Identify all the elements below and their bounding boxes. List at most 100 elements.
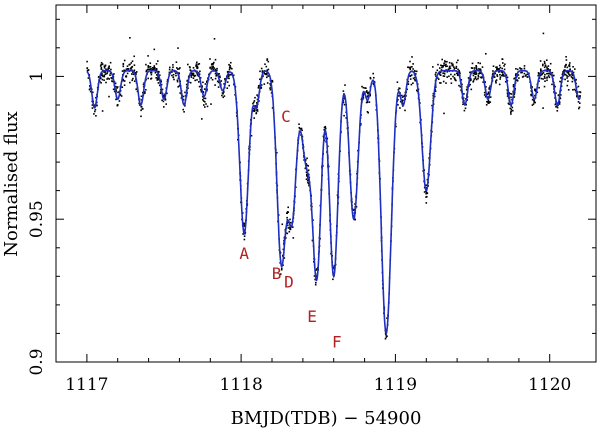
- data-point: [471, 62, 474, 65]
- data-point: [530, 94, 533, 97]
- data-point: [288, 230, 291, 233]
- data-point: [162, 100, 165, 103]
- data-point: [560, 94, 562, 96]
- data-point: [571, 77, 574, 79]
- data-point: [508, 103, 510, 106]
- data-point: [145, 70, 148, 73]
- data-point: [499, 73, 501, 76]
- data-point: [101, 74, 104, 77]
- data-point: [266, 58, 269, 60]
- data-point: [554, 85, 556, 88]
- data-point: [546, 66, 548, 69]
- data-point: [397, 89, 400, 91]
- data-point: [289, 228, 292, 231]
- data-point: [182, 95, 185, 98]
- data-point: [407, 83, 410, 85]
- data-point: [555, 92, 557, 94]
- data-point: [184, 105, 186, 107]
- data-point: [514, 77, 516, 79]
- data-point: [458, 71, 461, 74]
- data-point: [256, 110, 259, 112]
- data-point: [566, 66, 569, 69]
- data-point: [199, 70, 201, 73]
- data-point: [564, 78, 566, 81]
- data-point: [547, 72, 550, 75]
- data-point: [477, 76, 480, 78]
- data-point: [470, 88, 473, 91]
- data-point: [489, 101, 492, 103]
- data-point: [369, 94, 371, 97]
- data-point: [100, 61, 103, 64]
- data-point: [123, 80, 126, 82]
- data-point: [465, 89, 468, 91]
- data-point: [172, 73, 175, 76]
- data-point: [153, 67, 156, 70]
- data-point: [475, 78, 478, 81]
- data-point: [186, 79, 189, 82]
- data-point: [135, 72, 137, 74]
- data-point: [579, 95, 581, 97]
- data-point: [443, 73, 446, 75]
- data-point: [96, 104, 98, 107]
- data-point: [127, 68, 130, 70]
- data-point: [243, 224, 246, 227]
- data-point: [152, 68, 155, 70]
- data-point: [178, 68, 181, 70]
- data-point: [469, 83, 471, 86]
- data-point: [216, 67, 218, 70]
- data-point: [154, 71, 157, 74]
- data-point: [450, 73, 452, 76]
- data-point: [198, 85, 201, 88]
- data-point: [526, 76, 529, 78]
- data-point: [368, 101, 371, 103]
- data-point: [306, 179, 309, 182]
- data-point: [354, 218, 356, 221]
- data-point: [411, 56, 413, 58]
- data-point: [362, 96, 364, 98]
- data-point: [120, 95, 123, 97]
- data-point: [342, 90, 345, 92]
- data-point: [106, 71, 109, 73]
- data-point: [113, 73, 115, 75]
- data-point: [211, 67, 214, 69]
- data-point: [523, 65, 526, 67]
- data-point: [496, 66, 498, 68]
- y-tick-label: 0.9: [27, 348, 47, 375]
- data-point: [572, 71, 575, 74]
- data-point: [512, 109, 514, 112]
- data-point: [565, 56, 567, 58]
- data-point: [544, 65, 547, 67]
- data-point: [107, 77, 109, 80]
- data-point: [567, 80, 569, 82]
- data-point: [574, 89, 577, 92]
- data-point: [100, 66, 103, 69]
- data-point: [168, 68, 171, 71]
- data-point: [473, 78, 475, 80]
- data-point: [228, 84, 230, 87]
- data-point: [441, 65, 443, 67]
- data-point: [145, 63, 147, 66]
- data-point: [465, 103, 467, 106]
- data-point: [452, 64, 454, 67]
- data-point: [579, 102, 581, 104]
- data-point: [551, 83, 553, 86]
- data-point: [578, 107, 580, 110]
- data-point: [202, 100, 205, 102]
- data-point: [204, 106, 206, 108]
- data-point: [578, 95, 581, 97]
- data-point: [264, 73, 266, 75]
- data-point: [397, 95, 400, 97]
- data-point: [198, 63, 201, 65]
- data-point: [111, 80, 113, 82]
- data-point: [442, 72, 444, 74]
- data-point: [177, 86, 179, 88]
- data-point: [276, 151, 278, 154]
- data-point: [440, 82, 442, 84]
- data-point: [116, 86, 119, 88]
- data-point: [360, 122, 362, 125]
- data-point: [409, 75, 412, 77]
- data-point: [538, 73, 540, 75]
- data-point: [543, 85, 546, 88]
- data-point: [466, 86, 468, 88]
- data-point: [281, 267, 283, 270]
